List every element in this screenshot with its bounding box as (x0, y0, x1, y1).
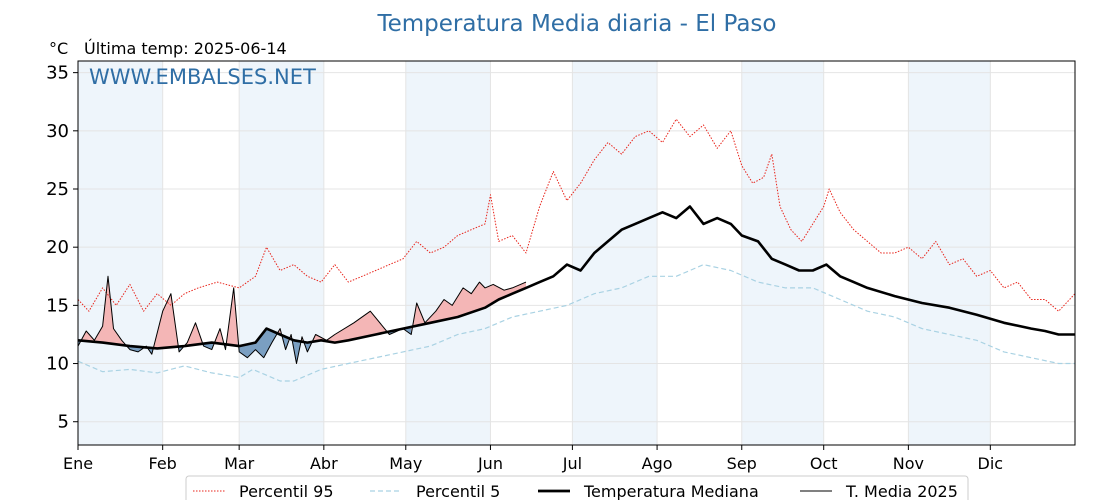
above-median-fill (213, 328, 223, 347)
x-tick-label: Mar (224, 454, 255, 473)
x-tick-label: Feb (149, 454, 177, 473)
legend-label-p5: Percentil 5 (416, 482, 500, 500)
y-tick-label: 35 (46, 63, 69, 84)
above-median-fill (300, 336, 304, 344)
month-band (572, 61, 658, 445)
legend-label-p95: Percentil 95 (239, 482, 334, 500)
x-tick-label: Dic (978, 454, 1004, 473)
x-tick-label: Oct (810, 454, 838, 473)
below-median-fill (237, 328, 276, 358)
y-unit-label: °C (49, 39, 68, 58)
y-tick-label: 25 (46, 179, 69, 200)
month-band (908, 61, 991, 445)
x-axis: Ene Feb Mar Abr May Jun Jul Ago Sep Oct Nov Dic (63, 445, 1003, 473)
series-line-p5 (77, 264, 1075, 382)
x-tick-label: May (389, 454, 422, 473)
x-tick-label: Abr (310, 454, 338, 473)
month-band (741, 61, 824, 445)
x-tick-label: Ago (642, 454, 673, 473)
legend-box (185, 475, 969, 500)
x-tick-label: Jun (477, 454, 503, 473)
plot-frame (77, 60, 1076, 446)
above-median-fill (80, 276, 126, 346)
y-axis: 5 10 15 20 25 30 35 (46, 63, 78, 433)
series-lines (77, 118, 1076, 382)
above-median-fill (411, 282, 526, 335)
y-tick-label: 10 (46, 354, 69, 375)
last-temp-label: Última temp: 2025-06-14 (84, 39, 287, 58)
x-tick-label: Sep (727, 454, 757, 473)
x-tick-label: Nov (893, 454, 924, 473)
month-bands (78, 61, 991, 445)
series-line-year (77, 275, 527, 364)
month-band (239, 61, 324, 445)
y-tick-label: 15 (46, 295, 69, 316)
above-median-fill (153, 293, 178, 349)
month-band (78, 61, 163, 445)
watermark: WWW.EMBALSES.NET (89, 65, 316, 89)
grid-lines (77, 61, 1075, 445)
x-tick-label: Jul (562, 454, 582, 473)
legend: Percentil 95 Percentil 5 Temperatura Med… (185, 475, 969, 500)
series-line-median (77, 205, 1075, 350)
series-line-p95 (77, 118, 1076, 312)
y-tick-label: 20 (46, 237, 69, 258)
x-tick-label: Ene (63, 454, 93, 473)
legend-label-year: T. Media 2025 (845, 482, 958, 500)
legend-label-median: Temperatura Mediana (583, 482, 759, 500)
y-tick-label: 30 (46, 121, 69, 142)
month-band (405, 61, 491, 445)
y-tick-label: 5 (58, 412, 69, 433)
chart-title: Temperatura Media diaria - El Paso (376, 11, 776, 37)
